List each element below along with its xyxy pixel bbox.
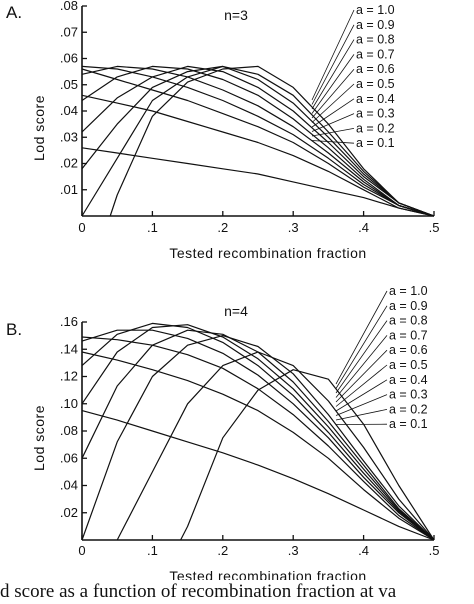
series-curve bbox=[81, 410, 435, 541]
series-curve bbox=[81, 65, 435, 217]
y-axis-title: Lod score bbox=[31, 95, 47, 161]
series-curve bbox=[81, 68, 435, 217]
x-tick-label: .3 bbox=[288, 220, 299, 235]
legend-leader-line bbox=[311, 98, 355, 128]
series-curve bbox=[81, 329, 435, 541]
y-tick-label: .02 bbox=[60, 156, 78, 171]
series-curve bbox=[81, 336, 435, 541]
panel-title: n=4 bbox=[224, 303, 248, 319]
legend-label: a = 0.4 bbox=[389, 373, 428, 387]
x-tick-label: .2 bbox=[217, 220, 228, 235]
series-curve bbox=[81, 65, 435, 217]
legend-label: a = 0.1 bbox=[356, 136, 395, 150]
y-tick-label: .12 bbox=[60, 369, 78, 384]
panel-title: n=3 bbox=[224, 7, 248, 23]
legend-label: a = 0.5 bbox=[389, 358, 428, 372]
legend-label: a = 0.5 bbox=[356, 77, 395, 91]
series-curve bbox=[81, 65, 435, 217]
y-tick-label: .03 bbox=[60, 129, 78, 144]
legend-leader-line bbox=[335, 305, 388, 389]
legend-label: a = 1.0 bbox=[389, 284, 428, 298]
y-tick-label: .01 bbox=[60, 182, 78, 197]
figure-caption: d score as a function of recombination f… bbox=[0, 581, 397, 602]
panel-a: 0 .1 .2 .3 .4 .5 .01 .02 .03 .04 .05 .06 .07 .08 a = 1… bbox=[6, 0, 439, 261]
series-curve bbox=[180, 369, 435, 541]
x-tick-label: 0 bbox=[78, 220, 85, 235]
y-axis-title: Lod score bbox=[31, 405, 47, 471]
y-tick-label: .16 bbox=[60, 314, 78, 329]
y-tick-label: .04 bbox=[60, 478, 78, 493]
legend-leader-line bbox=[311, 9, 355, 101]
y-tick-label: .06 bbox=[60, 450, 78, 465]
series-curve bbox=[116, 351, 435, 541]
y-tick-label: .07 bbox=[60, 24, 78, 39]
x-tick-label: .5 bbox=[429, 543, 440, 558]
panel-label: B. bbox=[6, 320, 22, 339]
legend-leader-line bbox=[311, 83, 355, 123]
y-tick-label: .14 bbox=[60, 341, 78, 356]
legend-leader-line bbox=[335, 290, 388, 385]
series-curve bbox=[81, 324, 435, 541]
x-axis-title: Tested recombination fraction bbox=[169, 568, 366, 580]
legend-label: a = 0.8 bbox=[389, 314, 428, 328]
y-tick-label: .04 bbox=[60, 103, 78, 118]
series-curve bbox=[81, 65, 435, 217]
legend-leader-line bbox=[335, 364, 388, 407]
x-tick-label: .3 bbox=[288, 543, 299, 558]
legend-leader-line bbox=[335, 349, 388, 403]
legend-leader-line bbox=[311, 39, 355, 110]
legend-leader-line bbox=[311, 68, 355, 119]
y-tick-label: .08 bbox=[60, 423, 78, 438]
legend-label: a = 0.6 bbox=[356, 62, 395, 76]
series-curve bbox=[109, 65, 435, 217]
legend-label: a = 0.7 bbox=[356, 47, 395, 61]
legend-label: a = 0.2 bbox=[389, 402, 428, 416]
y-tick-label: .06 bbox=[60, 51, 78, 66]
x-tick-label: .1 bbox=[147, 543, 158, 558]
panel-b: 0 .1 .2 .3 .4 .5 .02 .04 .06 .08 .10 .12 .14 .16 a = 1… bbox=[6, 284, 439, 580]
legend-label: a = 0.1 bbox=[389, 417, 428, 431]
series-curve bbox=[81, 147, 435, 217]
x-tick-label: 0 bbox=[78, 543, 85, 558]
legend-leader-line bbox=[311, 54, 355, 114]
legend-label: a = 0.3 bbox=[356, 107, 395, 121]
legend-leader-line bbox=[335, 320, 388, 394]
x-tick-label: .4 bbox=[358, 543, 369, 558]
y-tick-label: .10 bbox=[60, 396, 78, 411]
legend-label: a = 0.9 bbox=[389, 299, 428, 313]
legend-label: a = 0.7 bbox=[389, 328, 428, 342]
y-tick-label: .02 bbox=[60, 505, 78, 520]
x-tick-label: .2 bbox=[217, 543, 228, 558]
legend-label: a = 0.8 bbox=[356, 33, 395, 47]
series-curve bbox=[81, 94, 435, 217]
legend-label: a = 0.4 bbox=[356, 92, 395, 106]
legend-label: a = 0.2 bbox=[356, 121, 395, 135]
y-tick-label: .08 bbox=[60, 0, 78, 13]
legend-leader-line bbox=[311, 113, 355, 132]
x-tick-label: .5 bbox=[429, 220, 440, 235]
legend-leader-line bbox=[335, 335, 388, 398]
legend-leader-line bbox=[311, 140, 355, 144]
x-tick-label: .1 bbox=[147, 220, 158, 235]
series-curve bbox=[81, 65, 435, 217]
series-curve bbox=[81, 335, 435, 541]
lod-score-figure: 0 .1 .2 .3 .4 .5 .01 .02 .03 .04 .05 .06 .07 .08 a = 1… bbox=[6, 0, 439, 580]
legend-leader-line bbox=[335, 394, 388, 416]
x-axis-title: Tested recombination fraction bbox=[169, 245, 366, 261]
panel-label: A. bbox=[6, 3, 22, 22]
legend-leader-line bbox=[311, 24, 355, 105]
legend-leader-line bbox=[335, 379, 388, 412]
series-curve bbox=[81, 65, 435, 217]
legend-label: a = 1.0 bbox=[356, 3, 395, 17]
legend-leader-line bbox=[335, 409, 388, 421]
legend-label: a = 0.9 bbox=[356, 18, 395, 32]
legend-label: a = 0.6 bbox=[389, 343, 428, 357]
series-curve bbox=[81, 351, 435, 541]
x-tick-label: .4 bbox=[358, 220, 369, 235]
legend-leader-line bbox=[311, 128, 355, 137]
legend-label: a = 0.3 bbox=[389, 388, 428, 402]
y-tick-label: .05 bbox=[60, 77, 78, 92]
series-curve bbox=[81, 322, 435, 541]
series-curve bbox=[81, 329, 435, 541]
